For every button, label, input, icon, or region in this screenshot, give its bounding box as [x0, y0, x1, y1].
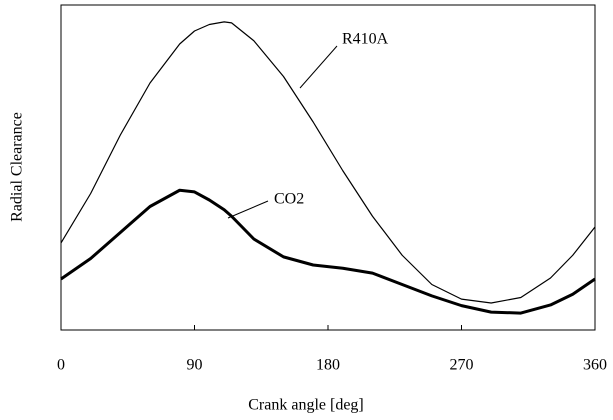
series-label: CO2	[274, 191, 304, 208]
x-tick-label: 270	[450, 357, 474, 374]
x-tick-label: 180	[316, 357, 340, 374]
y-axis-label: Radial Clearance	[9, 112, 26, 222]
x-tick-label: 90	[187, 357, 203, 374]
leader-line	[299, 45, 338, 89]
x-tick-label: 0	[57, 357, 65, 374]
x-axis-label: Crank angle [deg]	[248, 397, 364, 414]
series-line	[60, 21, 596, 304]
x-tick-label: 360	[583, 357, 607, 374]
series-line	[60, 188, 596, 315]
series-label: R410A	[342, 31, 389, 48]
leader-line	[227, 200, 269, 219]
plot-frame	[60, 4, 596, 331]
